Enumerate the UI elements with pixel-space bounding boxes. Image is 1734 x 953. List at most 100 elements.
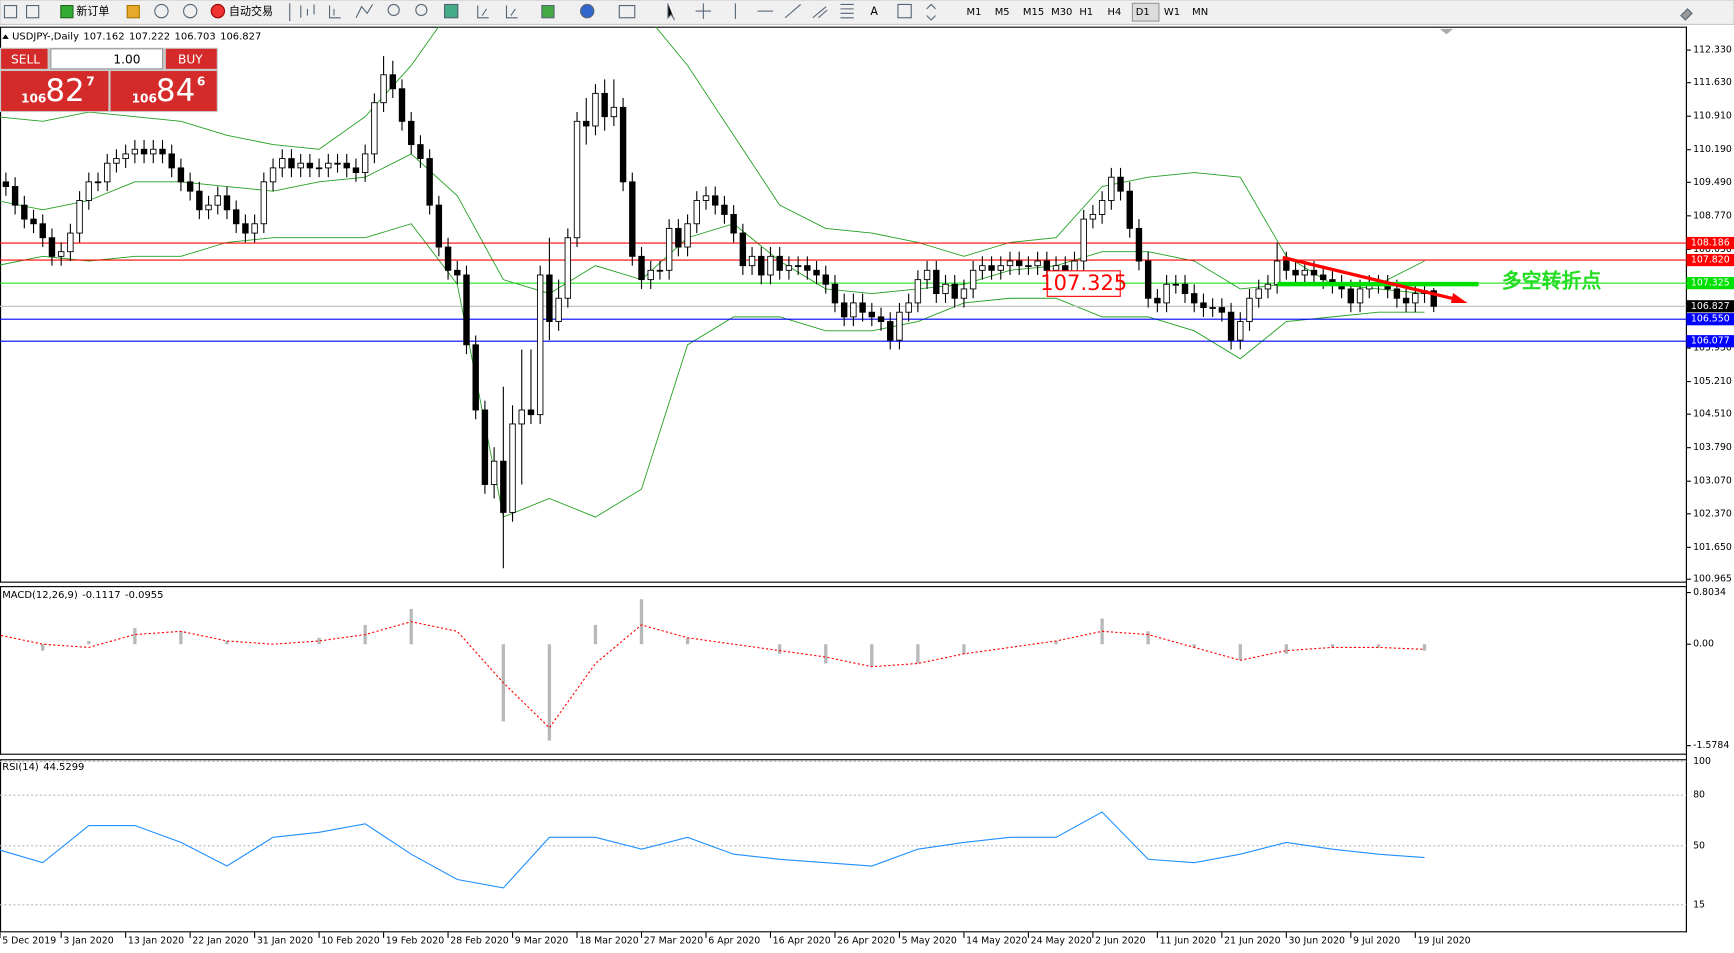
candle-body	[140, 148, 148, 155]
timeframe-active	[1131, 2, 1160, 22]
candle-body	[951, 283, 958, 299]
level-label: 108.186	[1691, 238, 1730, 249]
zoom-in[interactable]	[387, 3, 400, 17]
channel-icon[interactable]	[812, 6, 828, 19]
macd-main: -0.1117	[82, 590, 120, 601]
candle-body	[739, 232, 747, 267]
price-tick-label: 102.370	[1693, 508, 1732, 519]
price-tick-label: 103.070	[1693, 476, 1732, 487]
icon[interactable]	[154, 3, 169, 19]
sell-label[interactable]: SELL	[11, 52, 40, 66]
timeframe-button[interactable]: H1	[1079, 7, 1093, 18]
candle-body	[730, 214, 737, 234]
timeframe-button[interactable]: M15	[1023, 7, 1044, 18]
icon[interactable]	[477, 5, 489, 19]
candle-body	[1200, 302, 1207, 309]
candle-body	[1255, 288, 1262, 299]
candle-body	[1218, 307, 1226, 313]
buy-button[interactable]	[165, 48, 217, 69]
icon[interactable]	[3, 4, 18, 19]
trendline-icon[interactable]	[784, 4, 802, 19]
icon[interactable]	[580, 3, 595, 19]
level-label: 107.820	[1691, 255, 1730, 266]
candle-body	[435, 204, 443, 248]
timeframe-button[interactable]: MN	[1192, 7, 1208, 18]
candle-body	[463, 274, 470, 346]
icon[interactable]	[328, 5, 341, 19]
timeframe-button[interactable]: W1	[1164, 7, 1180, 18]
lots-input[interactable]	[50, 48, 164, 70]
candle-body	[1191, 293, 1198, 304]
timeframe-button[interactable]: H4	[1108, 7, 1122, 18]
x-tick-label: 26 Apr 2020	[837, 936, 895, 947]
candle-body	[2, 181, 10, 187]
crosshair-icon[interactable]	[695, 3, 712, 19]
icon[interactable]	[618, 4, 636, 19]
candle-body	[315, 167, 323, 170]
candle-body	[242, 223, 249, 234]
sell-button[interactable]	[1, 48, 48, 69]
timeframe-button[interactable]: M5	[995, 7, 1010, 18]
icon[interactable]	[444, 3, 459, 19]
buy-price-main: 84	[156, 73, 195, 109]
cursor-icon[interactable]	[667, 3, 676, 21]
level-label-bg	[1686, 335, 1734, 348]
candle-body	[509, 423, 516, 513]
zoom-out[interactable]	[415, 3, 428, 17]
buy-label[interactable]: BUY	[178, 52, 203, 66]
timeframe-button[interactable]: M1	[967, 7, 982, 18]
icon[interactable]	[355, 4, 374, 19]
candle-body	[536, 274, 544, 416]
level-label-bg	[1686, 300, 1734, 313]
level-label-bg	[1686, 236, 1734, 250]
macd-tick-label: 0.8034	[1693, 587, 1726, 598]
candle-body	[933, 269, 940, 295]
icon[interactable]	[300, 4, 315, 18]
candle-body	[647, 269, 654, 281]
text-icon[interactable]: A	[870, 5, 878, 18]
candle-body	[1412, 293, 1419, 304]
new-order-button[interactable]: 新订单	[76, 4, 109, 18]
auto-trading-icon[interactable]	[210, 3, 226, 19]
label-icon[interactable]	[897, 3, 912, 19]
candle-body	[1015, 260, 1023, 267]
buy-price-button[interactable]	[110, 71, 217, 111]
price-tick-label: 105.210	[1693, 376, 1732, 387]
candle-body	[57, 251, 65, 257]
candle-body	[269, 167, 277, 183]
candle-body	[1292, 269, 1299, 276]
icon[interactable]	[183, 3, 198, 19]
header-arrow	[2, 34, 9, 39]
new-order-icon[interactable]	[60, 4, 74, 19]
candle-body	[923, 269, 931, 281]
candle-body	[656, 269, 664, 272]
open: 107.162	[83, 32, 124, 43]
arrows-icon[interactable]	[926, 3, 936, 21]
x-tick-label: 21 Jun 2020	[1224, 936, 1280, 947]
low: 106.703	[175, 32, 216, 43]
icon[interactable]	[25, 4, 40, 19]
candle-body	[1172, 283, 1180, 286]
icon[interactable]	[541, 4, 555, 19]
candle-body	[1310, 269, 1318, 276]
fibo-icon[interactable]	[840, 3, 854, 19]
candle-body	[592, 92, 599, 127]
price-tick-label: 111.630	[1693, 77, 1732, 88]
icon[interactable]	[1680, 8, 1693, 21]
candle-body	[905, 302, 912, 313]
candle-body	[361, 153, 369, 173]
candle-body	[472, 344, 479, 411]
icon[interactable]	[505, 5, 518, 19]
lots-value[interactable]: 1.00	[113, 52, 140, 66]
sell-price-button[interactable]	[1, 71, 109, 111]
candle-body	[1144, 260, 1152, 299]
auto-trading-button[interactable]: 自动交易	[229, 4, 273, 18]
timeframe-button[interactable]: M30	[1051, 7, 1072, 18]
candle-body	[997, 265, 1004, 271]
x-tick-label: 27 Mar 2020	[644, 936, 704, 947]
symbol: USDJPY-,Daily	[12, 32, 79, 43]
timeframe-button[interactable]: D1	[1136, 7, 1150, 18]
x-tick-label: 22 Jan 2020	[192, 936, 248, 947]
icon[interactable]	[126, 4, 140, 19]
